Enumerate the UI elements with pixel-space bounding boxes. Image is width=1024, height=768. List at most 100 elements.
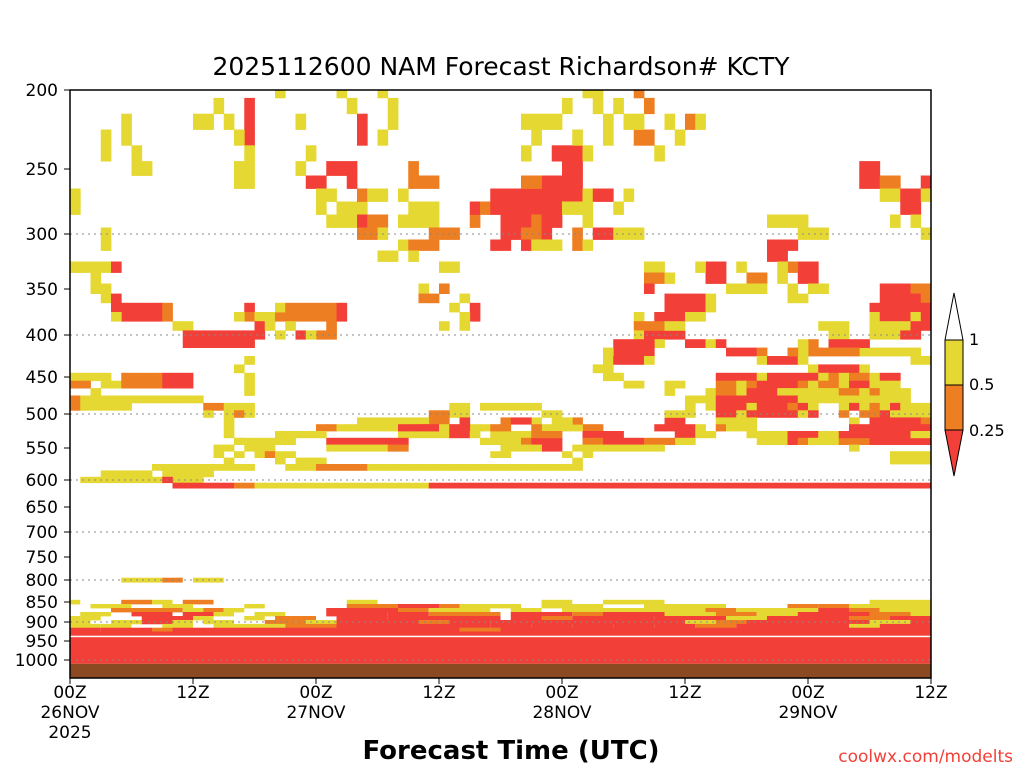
heatmap-cell bbox=[674, 380, 686, 389]
heatmap-cell bbox=[890, 380, 901, 389]
heatmap-row-segment bbox=[828, 627, 870, 632]
heatmap-row-segment bbox=[787, 627, 829, 632]
heatmap-cell bbox=[162, 470, 173, 478]
heatmap-cell bbox=[849, 482, 860, 489]
heatmap-row-segment bbox=[510, 616, 542, 621]
heatmap-cell bbox=[787, 261, 799, 273]
heatmap-cell bbox=[357, 201, 368, 215]
heatmap-cell bbox=[572, 239, 583, 251]
heatmap-cell bbox=[203, 113, 214, 130]
heatmap-cell bbox=[900, 302, 911, 313]
heatmap-cell bbox=[664, 113, 676, 130]
heatmap-cell bbox=[910, 431, 922, 439]
heatmap-cell bbox=[797, 347, 809, 357]
heatmap-cell bbox=[234, 437, 245, 445]
heatmap-row-segment bbox=[562, 604, 603, 609]
heatmap-cell bbox=[613, 201, 624, 215]
heatmap-cell bbox=[244, 464, 255, 471]
heatmap-cell bbox=[367, 424, 378, 432]
heatmap-row-segment bbox=[418, 627, 460, 632]
heatmap-cell bbox=[920, 451, 932, 458]
heatmap-row-segment bbox=[767, 623, 808, 629]
heatmap-row-segment bbox=[510, 612, 542, 617]
heatmap-cell bbox=[849, 395, 860, 404]
heatmap-cell bbox=[418, 464, 430, 471]
heatmap-cell bbox=[828, 431, 840, 439]
heatmap-cell bbox=[90, 402, 102, 411]
heatmap-cell bbox=[551, 437, 563, 445]
heatmap-cell bbox=[756, 437, 768, 445]
heatmap-cell bbox=[767, 372, 778, 382]
heatmap-cell bbox=[849, 431, 860, 439]
heatmap-cell bbox=[808, 482, 819, 489]
heatmap-cell bbox=[685, 302, 696, 313]
heatmap-cell bbox=[531, 431, 542, 439]
heatmap-cell bbox=[613, 372, 624, 382]
heatmap-cell bbox=[746, 272, 758, 284]
heatmap-cell bbox=[531, 201, 542, 215]
heatmap-cell bbox=[367, 214, 378, 228]
heatmap-cell bbox=[387, 444, 399, 452]
heatmap-cell bbox=[152, 302, 163, 313]
heatmap-cell bbox=[428, 293, 440, 304]
heatmap-cell bbox=[654, 261, 665, 273]
heatmap-cell bbox=[736, 482, 747, 489]
heatmap-row-segment bbox=[152, 627, 173, 632]
heatmap-cell bbox=[551, 113, 563, 130]
heatmap-cell bbox=[797, 261, 809, 273]
heatmap-cell bbox=[172, 372, 184, 382]
heatmap-cell bbox=[726, 283, 737, 294]
heatmap-cell bbox=[121, 312, 132, 322]
heatmap-cell bbox=[808, 372, 819, 382]
heatmap-cell bbox=[910, 437, 922, 445]
heatmap-cell bbox=[213, 464, 225, 471]
heatmap-cell bbox=[541, 113, 553, 130]
heatmap-cell bbox=[131, 380, 143, 389]
heatmap-cell bbox=[726, 402, 737, 411]
heatmap-cell bbox=[767, 380, 778, 389]
heatmap-cell bbox=[305, 312, 317, 322]
heatmap-cell bbox=[736, 347, 747, 357]
heatmap-cell bbox=[244, 388, 255, 396]
heatmap-cell bbox=[469, 201, 481, 215]
heatmap-cell bbox=[500, 431, 512, 439]
heatmap-cell bbox=[603, 444, 614, 452]
heatmap-row-segment bbox=[244, 616, 265, 621]
heatmap-cell bbox=[80, 372, 91, 382]
y-tick-label: 1000 bbox=[15, 651, 58, 671]
heatmap-cell bbox=[234, 312, 245, 322]
x-tick-label: 27NOV bbox=[286, 703, 345, 723]
heatmap-cell bbox=[674, 482, 686, 489]
heatmap-cell bbox=[859, 437, 870, 445]
heatmap-row-segment bbox=[541, 612, 573, 617]
heatmap-cell bbox=[582, 482, 594, 489]
heatmap-row-segment bbox=[213, 627, 255, 632]
surface-layer-band bbox=[70, 637, 931, 664]
heatmap-cell bbox=[336, 312, 348, 322]
heatmap-row-segment bbox=[439, 604, 460, 609]
heatmap-row-segment bbox=[480, 604, 521, 609]
heatmap-cell bbox=[746, 482, 758, 489]
heatmap-cell bbox=[418, 482, 430, 489]
heatmap-cell bbox=[152, 476, 163, 484]
heatmap-cell bbox=[818, 437, 829, 445]
x-tick-label: 12Z bbox=[668, 683, 701, 703]
x-axis-label: Forecast Time (UTC) bbox=[362, 736, 659, 766]
heatmap-cell bbox=[890, 347, 901, 357]
heatmap-row-segment bbox=[736, 608, 788, 613]
heatmap-row-segment bbox=[70, 620, 91, 625]
heatmap-cell bbox=[900, 457, 911, 465]
heatmap-cell bbox=[213, 97, 225, 115]
heatmap-cell bbox=[756, 347, 768, 357]
heatmap-cell bbox=[664, 410, 676, 418]
heatmap-cell bbox=[767, 214, 778, 228]
heatmap-cell bbox=[920, 417, 932, 425]
heatmap-cell bbox=[592, 188, 604, 202]
heatmap-cell bbox=[111, 312, 122, 322]
heatmap-cell bbox=[531, 188, 542, 202]
heatmap-cell bbox=[264, 312, 276, 322]
heatmap-cell bbox=[346, 161, 358, 176]
heatmap-cell bbox=[449, 261, 460, 273]
heatmap-row-segment bbox=[623, 627, 665, 632]
